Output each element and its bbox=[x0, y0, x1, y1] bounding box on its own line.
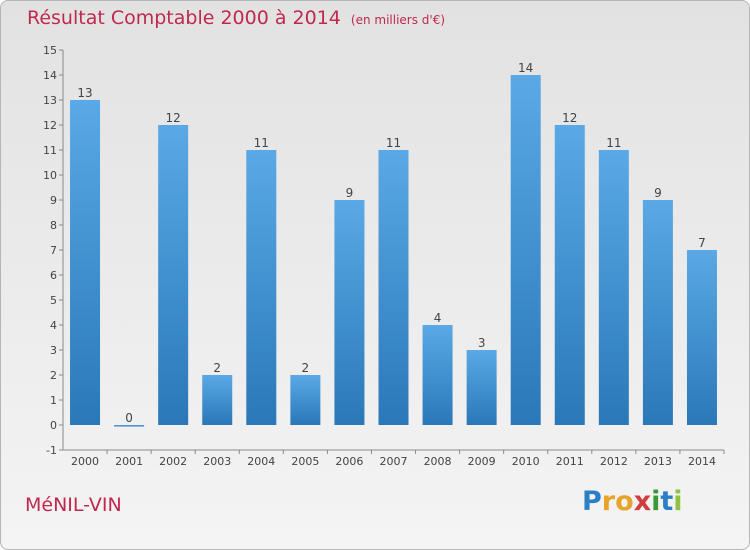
x-tick-label: 2011 bbox=[556, 455, 584, 468]
x-tick-label: 2006 bbox=[335, 455, 363, 468]
x-tick-label: 2004 bbox=[247, 455, 275, 468]
data-label: 2 bbox=[302, 361, 310, 375]
unit-label: (en milliers d'€) bbox=[350, 13, 446, 27]
bar bbox=[70, 100, 101, 425]
y-tick-label: 2 bbox=[50, 369, 57, 382]
x-tick-label: 2000 bbox=[71, 455, 99, 468]
data-label: 12 bbox=[562, 111, 577, 125]
x-tick-label: 2007 bbox=[380, 455, 408, 468]
logo-letter: i bbox=[651, 486, 661, 517]
y-tick-label: 11 bbox=[43, 144, 57, 157]
data-label: 9 bbox=[654, 186, 662, 200]
y-tick-label: 8 bbox=[50, 219, 57, 232]
x-tick-label: 2012 bbox=[600, 455, 628, 468]
y-tick-label: 6 bbox=[50, 269, 57, 282]
y-tick-label: 0 bbox=[50, 419, 57, 432]
bar bbox=[422, 325, 453, 425]
data-label: 11 bbox=[254, 136, 269, 150]
bar bbox=[598, 150, 629, 425]
y-tick-label: 4 bbox=[50, 319, 57, 332]
data-label: 3 bbox=[478, 336, 486, 350]
data-label: 4 bbox=[434, 311, 442, 325]
y-tick-label: 13 bbox=[43, 94, 57, 107]
bar bbox=[466, 350, 497, 425]
y-tick-label: 10 bbox=[43, 169, 57, 182]
data-label: 7 bbox=[698, 236, 706, 250]
title-text: Résultat Comptable 2000 à 2014 bbox=[27, 7, 341, 29]
logo-letter: i bbox=[673, 486, 683, 517]
data-label: 2 bbox=[213, 361, 221, 375]
y-tick-label: 15 bbox=[43, 44, 57, 57]
y-tick-label: 14 bbox=[43, 69, 57, 82]
bars bbox=[70, 75, 717, 427]
proxiti-logo: Proxiti bbox=[582, 486, 683, 517]
logo-letter: P bbox=[582, 486, 602, 517]
bar bbox=[642, 200, 673, 425]
data-label: 13 bbox=[77, 86, 92, 100]
logo-letter: o bbox=[615, 486, 634, 517]
x-tick-label: 2014 bbox=[688, 455, 716, 468]
x-tick-label: 2003 bbox=[203, 455, 231, 468]
bar bbox=[334, 200, 365, 425]
y-tick-label: 7 bbox=[50, 244, 57, 257]
data-label: 11 bbox=[606, 136, 621, 150]
logo-letter: r bbox=[601, 486, 616, 517]
bar bbox=[290, 375, 321, 425]
bar bbox=[114, 425, 145, 427]
data-label: 14 bbox=[518, 61, 533, 75]
y-tick-label: -1 bbox=[46, 444, 57, 457]
bar bbox=[378, 150, 409, 425]
logo-letter: x bbox=[633, 486, 652, 517]
y-tick-label: 1 bbox=[50, 394, 57, 407]
x-tick-label: 2010 bbox=[512, 455, 540, 468]
bar bbox=[246, 150, 277, 425]
bar bbox=[554, 125, 585, 425]
bar bbox=[202, 375, 233, 425]
y-tick-label: 9 bbox=[50, 194, 57, 207]
x-tick-label: 2005 bbox=[291, 455, 319, 468]
x-tick-label: 2013 bbox=[644, 455, 672, 468]
x-tick-label: 2001 bbox=[115, 455, 143, 468]
bar bbox=[158, 125, 189, 425]
data-label: 9 bbox=[346, 186, 354, 200]
y-tick-label: 5 bbox=[50, 294, 57, 307]
y-tick-label: 3 bbox=[50, 344, 57, 357]
bar bbox=[510, 75, 541, 425]
x-tick-label: 2008 bbox=[424, 455, 452, 468]
data-label: 0 bbox=[125, 411, 133, 425]
y-tick-label: 12 bbox=[43, 119, 57, 132]
x-tick-label: 2009 bbox=[468, 455, 496, 468]
data-label: 11 bbox=[386, 136, 401, 150]
commune-name: MéNIL-VIN bbox=[25, 494, 122, 516]
chart-title: Résultat Comptable 2000 à 2014 (en millie… bbox=[27, 7, 445, 29]
value-labels: 13 0 12 2 11 2 9 11 4 3 14 12 11 9 7 bbox=[77, 61, 705, 425]
data-label: 12 bbox=[166, 111, 181, 125]
x-tick-label: 2002 bbox=[159, 455, 187, 468]
logo-letter: t bbox=[660, 486, 674, 517]
bar bbox=[686, 250, 717, 425]
